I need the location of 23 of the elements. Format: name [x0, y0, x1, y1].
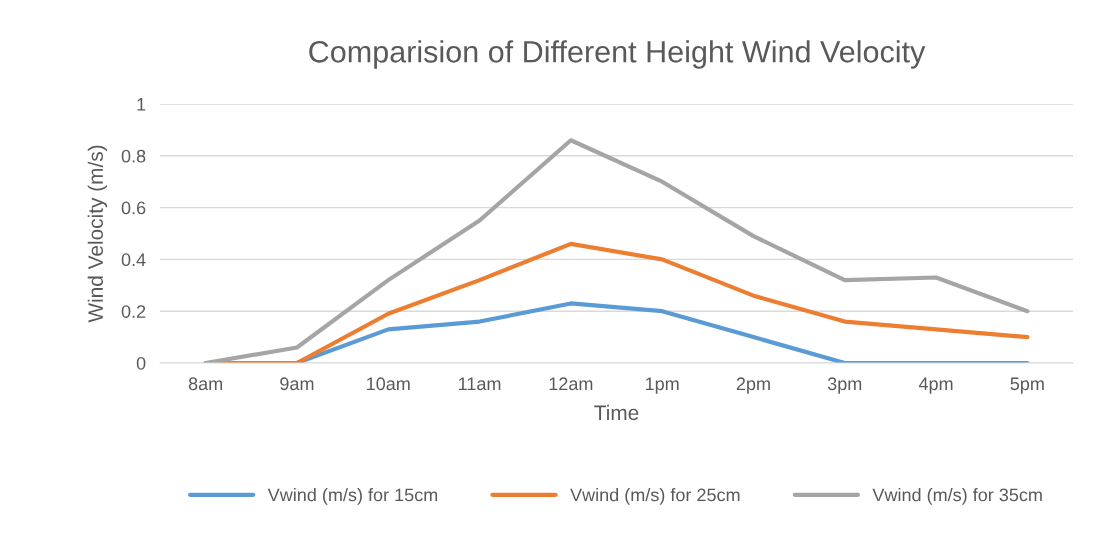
x-axis-title: Time: [594, 404, 639, 421]
y-tick-label: 0: [136, 356, 146, 370]
x-tick-label: 8am: [188, 377, 223, 391]
x-tick-label: 3pm: [827, 377, 862, 394]
x-tick-label: 11am: [459, 377, 501, 391]
y-tick-label: 0.8: [121, 149, 146, 163]
legend-label: Vwind (m/s) for 35cm: [872, 488, 1042, 505]
x-tick-label: 5pm: [1010, 377, 1044, 394]
chart-title: Comparision of Different Height Wind Velocity: [309, 40, 926, 69]
x-tick-label: 10am: [367, 377, 410, 391]
line-series: [203, 138, 1030, 363]
x-tick-label: 1pm: [645, 377, 679, 394]
x-tick-label: 4pm: [918, 377, 953, 394]
x-tick-label: 2pm: [736, 377, 770, 394]
legend-label: Vwind (m/s) for 25cm: [570, 488, 740, 505]
y-tick-label: 0.4: [121, 253, 146, 267]
y-tick-label: 0.6: [121, 201, 146, 215]
x-tick-label: 12am: [549, 377, 593, 391]
y-tick-label: 0.2: [121, 305, 146, 318]
legend-label: Vwind (m/s) for 15cm: [267, 488, 438, 505]
x-tick-label: 9am: [280, 377, 314, 391]
y-axis-title: Wind Velocity (m/s): [87, 145, 108, 323]
y-tick-label: 1: [137, 98, 146, 111]
